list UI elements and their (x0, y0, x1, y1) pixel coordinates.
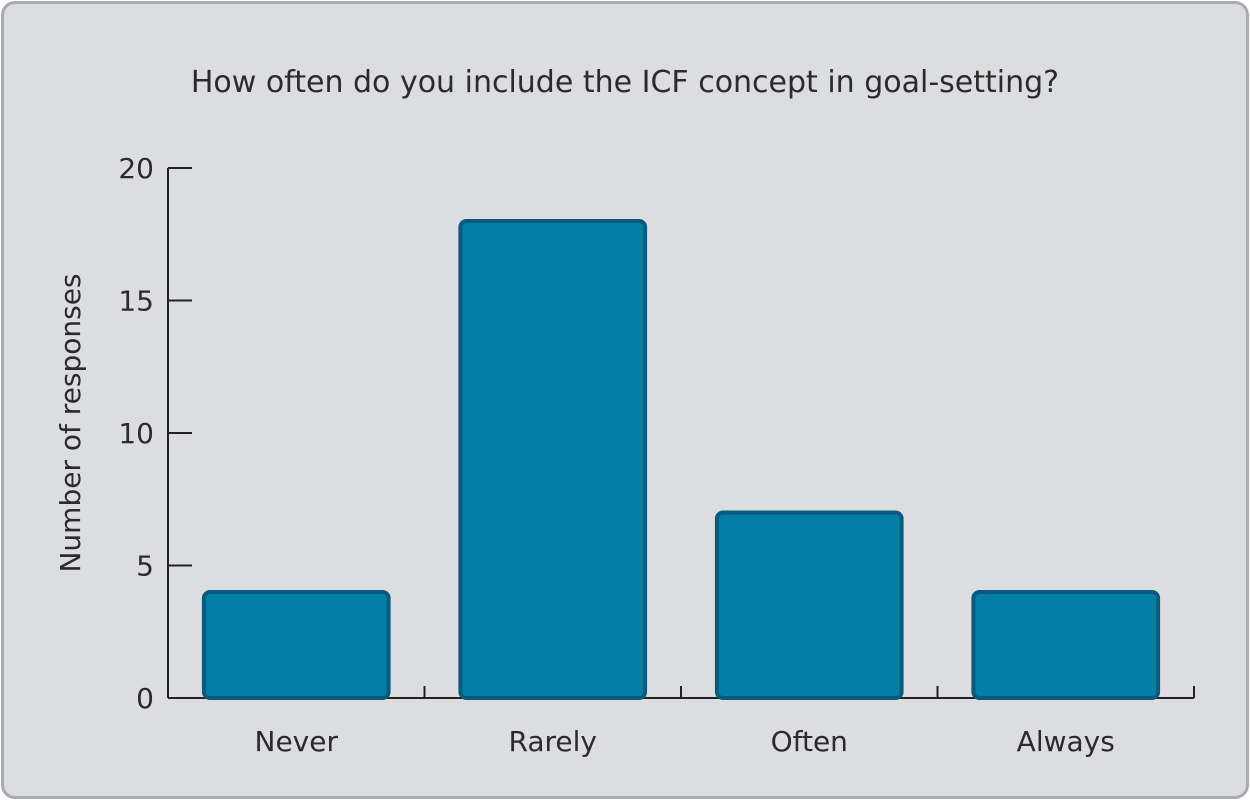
x-tick-label: Often (771, 725, 848, 758)
bar-never (201, 590, 391, 700)
y-ticks: 0 5 10 15 20 (118, 152, 192, 715)
bar-often (714, 510, 904, 700)
y-tick-label: 0 (136, 682, 154, 715)
y-axis-label: Number of responses (54, 273, 87, 572)
x-ticks: Never Rarely Often Always (255, 686, 1195, 758)
bar-always (971, 590, 1161, 700)
bar-rarely (458, 219, 648, 700)
y-tick-label: 10 (118, 417, 154, 450)
y-tick-label: 15 (118, 285, 154, 318)
chart-title: How often do you include the ICF concept… (191, 65, 1059, 100)
x-tick-label: Never (255, 725, 339, 758)
y-tick-label: 5 (136, 550, 154, 583)
y-tick-label: 20 (118, 152, 154, 185)
x-tick-label: Rarely (509, 725, 597, 758)
bars (201, 219, 1161, 700)
x-tick-label: Always (1017, 725, 1115, 758)
